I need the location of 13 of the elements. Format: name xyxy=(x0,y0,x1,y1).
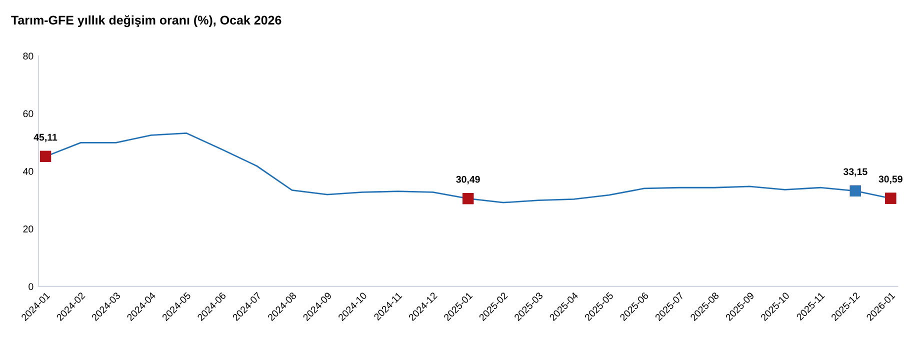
data-label: 30,49 xyxy=(456,176,480,184)
chart-title: Tarım-GFE yıllık değişim oranı (%), Ocak 2026 xyxy=(11,15,282,28)
y-tick-label: 60 xyxy=(23,110,34,118)
point xyxy=(885,192,896,204)
data-label: 45,11 xyxy=(34,134,58,142)
data-label: 30,59 xyxy=(878,176,902,184)
point xyxy=(462,193,474,204)
y-tick-label: 40 xyxy=(23,168,34,175)
y-tick-label: 0 xyxy=(28,283,34,290)
y-tick-label: 20 xyxy=(23,226,34,232)
data-label: 33,15 xyxy=(843,168,868,177)
y-tick-label: 80 xyxy=(23,52,34,60)
point xyxy=(40,150,52,162)
